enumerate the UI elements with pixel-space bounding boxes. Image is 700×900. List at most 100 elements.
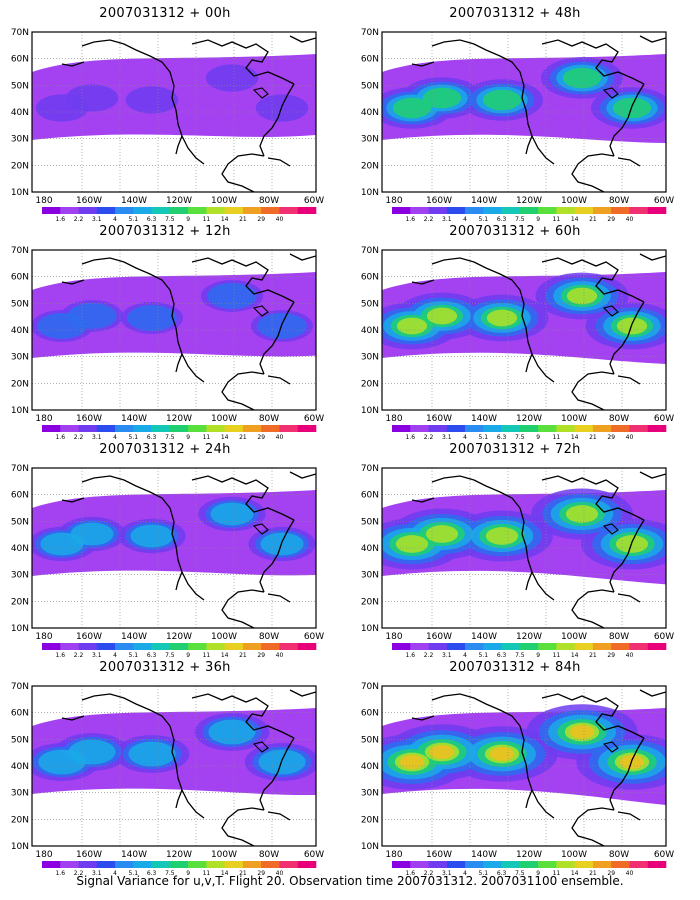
colorbar-swatch xyxy=(519,643,539,650)
colorbar-label: 3.1 xyxy=(92,870,102,877)
colorbar-swatch xyxy=(297,643,317,650)
colorbar-label: 4 xyxy=(463,870,467,877)
coastline xyxy=(411,61,435,67)
variance-contour xyxy=(130,524,174,548)
colorbar-label: 2.2 xyxy=(424,216,434,223)
lon-tick-label: 140W xyxy=(471,850,497,860)
colorbar-label: 3.1 xyxy=(442,652,452,659)
coastline xyxy=(267,593,291,603)
colorbar-label: 21 xyxy=(589,870,597,877)
colorbar-label: 4 xyxy=(113,870,117,877)
coastline xyxy=(411,279,435,285)
variance-contour xyxy=(396,317,428,335)
colorbar-label: 14 xyxy=(221,434,229,441)
colorbar-swatch xyxy=(78,643,98,650)
colorbar-swatch xyxy=(483,643,502,650)
colorbar-label: 6.3 xyxy=(147,870,157,877)
colorbar-swatch xyxy=(647,861,667,868)
colorbar-swatch xyxy=(446,207,466,214)
lon-tick-label: 160W xyxy=(76,196,102,206)
lat-tick-label: 40N xyxy=(11,326,29,336)
colorbar-swatch xyxy=(446,425,466,432)
colorbar-swatch xyxy=(151,643,171,650)
lat-tick-label: 10N xyxy=(361,188,379,198)
colorbar-swatch xyxy=(501,207,521,214)
colorbar-label: 14 xyxy=(221,652,229,659)
lon-tick-label: 140W xyxy=(471,632,497,642)
coastline xyxy=(259,737,295,811)
lon-tick-label: 100W xyxy=(561,850,587,860)
colorbar-swatch xyxy=(42,207,61,214)
map-figure: 70N 60N 50N 40N 30N 20N 10N 180 160W 140W 120W 100W… xyxy=(361,246,674,441)
coastline xyxy=(431,693,555,819)
lon-tick-label: 60W xyxy=(654,632,674,642)
coastline xyxy=(571,153,615,192)
colorbar-swatch xyxy=(410,643,429,650)
colorbar-swatch xyxy=(115,425,134,432)
colorbar-label: 11 xyxy=(203,434,211,441)
colorbar-swatch xyxy=(188,207,207,214)
coastline xyxy=(61,715,85,721)
map-panel: 2007031312 + 00h 70N 60N 50N 40N 30N 20N 10N 180… xyxy=(0,6,330,224)
lon-tick-label: 120W xyxy=(516,850,542,860)
variance-contour xyxy=(399,755,425,769)
lon-tick-label: 120W xyxy=(166,850,192,860)
colorbar-label: 5.1 xyxy=(129,652,139,659)
colorbar-label: 6.3 xyxy=(497,652,507,659)
coastline xyxy=(175,135,183,155)
lat-tick-label: 70N xyxy=(361,28,379,38)
lat-tick-label: 50N xyxy=(361,81,379,91)
coastline xyxy=(617,157,641,167)
colorbar-label: 29 xyxy=(607,870,615,877)
lat-tick-label: 50N xyxy=(361,735,379,745)
colorbar-swatch xyxy=(297,425,317,432)
lat-tick-label: 40N xyxy=(361,108,379,118)
colorbar-label: 4 xyxy=(463,434,467,441)
colorbar-swatch xyxy=(78,861,98,868)
colorbar-label: 14 xyxy=(221,216,229,223)
panel-title: 2007031312 + 12h xyxy=(99,224,231,239)
colorbar-swatch xyxy=(169,643,189,650)
colorbar-label: 29 xyxy=(257,434,265,441)
coastline xyxy=(431,39,555,165)
colorbar-label: 3.1 xyxy=(442,870,452,877)
lon-tick-label: 120W xyxy=(166,196,192,206)
colorbar-swatch xyxy=(133,643,152,650)
lat-tick-label: 20N xyxy=(11,379,29,389)
map-panel: 2007031312 + 84h 70N 60N 50N 40N 30N 20N 10N 180… xyxy=(350,660,680,878)
coastline xyxy=(81,257,205,383)
colorbar-swatch xyxy=(392,861,411,868)
colorbar-swatch xyxy=(96,425,116,432)
colorbar-label: 4 xyxy=(463,216,467,223)
colorbar-swatch xyxy=(42,643,61,650)
colorbar-label: 21 xyxy=(239,216,247,223)
map-figure: 70N 60N 50N 40N 30N 20N 10N 180 160W 140W 120W 100W… xyxy=(11,464,324,659)
colorbar-label: 14 xyxy=(571,870,579,877)
colorbar-label: 1.6 xyxy=(55,870,65,877)
colorbar-swatch xyxy=(151,425,171,432)
lon-tick-label: 140W xyxy=(121,850,147,860)
variance-contour xyxy=(210,502,254,526)
colorbar-label: 21 xyxy=(589,434,597,441)
lon-tick-label: 180 xyxy=(385,196,402,206)
lon-tick-label: 80W xyxy=(609,414,629,424)
panel-title: 2007031312 + 00h xyxy=(99,6,231,21)
colorbar-label: 29 xyxy=(607,434,615,441)
lat-tick-label: 40N xyxy=(361,544,379,554)
lat-tick-label: 20N xyxy=(11,815,29,825)
lon-tick-label: 120W xyxy=(516,632,542,642)
coastline xyxy=(289,35,316,43)
lon-tick-label: 100W xyxy=(211,196,237,206)
lat-tick-label: 60N xyxy=(361,55,379,65)
colorbar-label: 40 xyxy=(626,870,634,877)
variance-contour xyxy=(128,741,176,767)
colorbar-swatch xyxy=(115,643,134,650)
lat-tick-label: 40N xyxy=(11,544,29,554)
colorbar-label: 6.3 xyxy=(497,216,507,223)
colorbar-label: 3.1 xyxy=(92,652,102,659)
colorbar-label: 5.1 xyxy=(479,216,489,223)
lat-tick-label: 10N xyxy=(361,842,379,852)
lat-tick-label: 60N xyxy=(11,709,29,719)
coastline xyxy=(221,589,265,628)
map-figure: 70N 60N 50N 40N 30N 20N 10N 180 160W 140W 120W 100W… xyxy=(11,682,324,877)
